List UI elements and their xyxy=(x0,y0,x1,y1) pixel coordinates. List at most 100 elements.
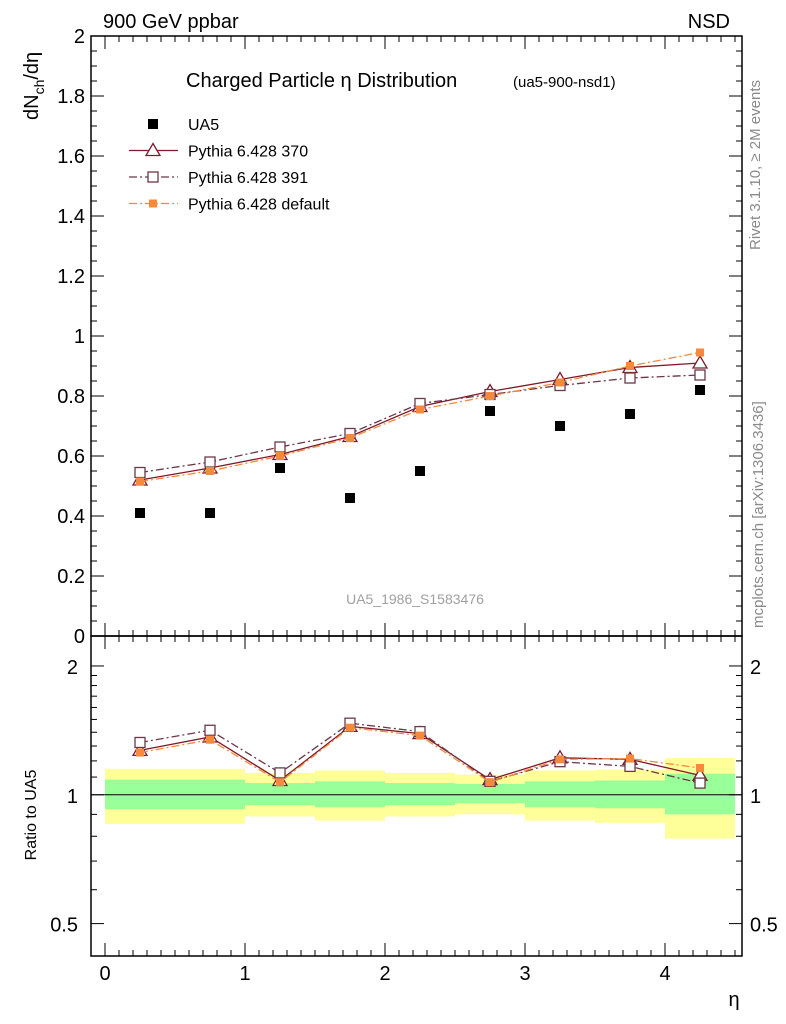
ratio-point xyxy=(206,735,214,744)
x-tick-label: 0 xyxy=(99,963,110,985)
data-point xyxy=(696,348,704,357)
main-subtitle: (ua5-900-nsd1) xyxy=(513,74,616,91)
header-right: NSD xyxy=(688,11,730,33)
main-panel: UA5_1986_S1583476 0 0.2 0.4 0.6 0.8 1 1.2 1.4 1.… xyxy=(21,26,743,648)
data-point xyxy=(556,378,564,387)
ratio-point xyxy=(556,755,564,764)
legend-label: UA5 xyxy=(188,117,219,134)
data-point xyxy=(136,477,144,486)
legend: UA5 Pythia 6.428 370 Pythia 6.428 391 Pythi… xyxy=(129,117,330,214)
ratio-series-2 xyxy=(136,723,704,787)
data-point xyxy=(204,456,216,468)
ratio-y-tick-label-left: 0.5 xyxy=(50,915,78,937)
legend-marker xyxy=(149,199,157,208)
ratio-point xyxy=(134,736,146,749)
main-y-ticks: 0 0.2 0.4 0.6 0.8 1 1.2 1.4 1.6 1.8 2 xyxy=(57,26,742,648)
legend-marker xyxy=(144,142,162,157)
data-point xyxy=(626,362,634,370)
legend-entry: Pythia 6.428 370 xyxy=(129,142,308,161)
y-tick-label: 1.2 xyxy=(57,266,85,288)
series-line xyxy=(139,351,701,483)
mcplots-label: mcplots.cern.ch [arXiv:1306.3436] xyxy=(750,401,767,628)
data-point xyxy=(625,409,635,419)
ratio-point xyxy=(136,748,144,757)
uncertainty-band-inner xyxy=(455,783,525,804)
ratio-series xyxy=(131,717,709,789)
ratio-y-tick-label-right: 2 xyxy=(750,657,761,679)
series-0 xyxy=(135,385,705,518)
data-point xyxy=(416,405,424,414)
legend-marker xyxy=(147,171,159,183)
legend-label: Pythia 6.428 391 xyxy=(188,170,308,187)
ratio-y-tick-label-right: 0.5 xyxy=(750,915,778,937)
ratio-point xyxy=(486,778,494,787)
ratio-point xyxy=(346,723,354,732)
data-point xyxy=(695,385,705,395)
main-series xyxy=(131,348,709,518)
data-point xyxy=(485,406,495,416)
data-point xyxy=(691,354,709,369)
header-left: 900 GeV ppbar xyxy=(103,11,239,33)
legend-entry: Pythia 6.428 default xyxy=(129,197,330,214)
data-point xyxy=(134,466,146,479)
x-tick-label: 4 xyxy=(659,963,670,985)
series-line xyxy=(139,374,701,474)
ratio-point xyxy=(276,778,284,787)
main-ylabel: dNch/dη xyxy=(21,52,47,120)
uncertainty-band-inner xyxy=(385,783,455,806)
data-point xyxy=(206,467,214,475)
ratio-ticks: 0.5 0.5 1 1 2 2 0 1 2 3 4 xyxy=(50,636,778,985)
series-3 xyxy=(136,348,704,486)
x-tick-label: 2 xyxy=(379,963,390,985)
rivet-label: Rivet 3.1.10, ≥ 2M events xyxy=(747,80,764,250)
data-point xyxy=(624,372,636,384)
ratio-line xyxy=(139,726,701,783)
uncertainty-band-inner xyxy=(245,783,315,806)
watermark: UA5_1986_S1583476 xyxy=(346,591,484,607)
ratio-bands xyxy=(105,757,735,839)
ratio-point xyxy=(416,731,424,740)
main-title: Charged Particle η Distribution xyxy=(186,70,457,92)
ratio-y-tick-label-right: 1 xyxy=(750,786,761,808)
y-tick-label: 0.6 xyxy=(57,446,85,468)
data-point xyxy=(346,434,354,442)
data-point xyxy=(694,369,706,381)
legend-entry: UA5 xyxy=(148,117,219,134)
legend-label: Pythia 6.428 default xyxy=(188,197,330,214)
x-axis-label: η xyxy=(728,989,739,1011)
y-tick-label: 0.4 xyxy=(57,506,85,528)
ratio-point xyxy=(626,754,634,763)
ratio-point xyxy=(204,724,216,736)
data-point xyxy=(135,508,145,518)
x-tick-label: 1 xyxy=(239,963,250,985)
x-tick-label: 3 xyxy=(519,963,530,985)
data-point xyxy=(486,392,494,400)
legend-label: Pythia 6.428 370 xyxy=(188,144,308,161)
ratio-frame xyxy=(90,635,743,957)
data-point xyxy=(555,421,565,431)
series-line xyxy=(139,362,701,481)
series-2 xyxy=(134,369,706,479)
ratio-point xyxy=(696,764,704,773)
data-point xyxy=(274,441,286,453)
ratio-y-tick-label-left: 2 xyxy=(67,657,78,679)
ratio-point xyxy=(274,767,286,779)
data-point xyxy=(345,493,355,503)
data-point xyxy=(276,452,284,460)
data-point xyxy=(275,463,285,473)
legend-entry: Pythia 6.428 391 xyxy=(129,170,308,187)
y-tick-label: 1.6 xyxy=(57,146,85,168)
ratio-y-tick-label-left: 1 xyxy=(67,786,78,808)
series-1 xyxy=(131,354,709,486)
y-tick-label: 0 xyxy=(74,626,85,648)
ratio-ylabel: Ratio to UA5 xyxy=(23,770,40,861)
ratio-point xyxy=(694,777,706,789)
y-tick-label: 2 xyxy=(74,26,85,48)
ratio-point xyxy=(624,760,636,773)
data-point xyxy=(415,466,425,476)
y-tick-label: 1.4 xyxy=(57,206,85,228)
y-tick-label: 0.8 xyxy=(57,386,85,408)
legend-marker xyxy=(148,119,158,129)
data-point xyxy=(205,508,215,518)
